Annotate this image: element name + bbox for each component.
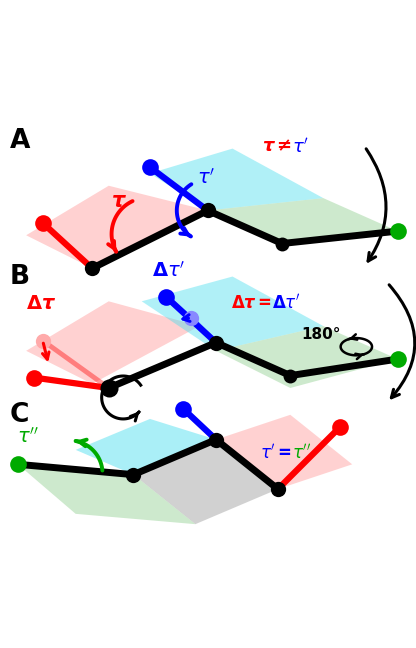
Polygon shape [216,415,352,489]
Polygon shape [76,419,216,474]
Text: C: C [10,402,29,428]
Polygon shape [150,148,323,211]
Text: $\boldsymbol{\tau''}$: $\boldsymbol{\tau''}$ [17,426,39,446]
Text: $\boldsymbol{\Delta\tau'}$: $\boldsymbol{\Delta\tau'}$ [152,260,185,281]
Polygon shape [216,326,398,388]
Polygon shape [142,277,323,351]
Polygon shape [134,439,278,524]
Text: $\boldsymbol{\tau \neq}$: $\boldsymbol{\tau \neq}$ [262,139,292,156]
Text: $\boldsymbol{\tau}$: $\boldsymbol{\tau}$ [111,191,127,211]
Text: $\boldsymbol{\Delta\tau =}$: $\boldsymbol{\Delta\tau =}$ [231,294,272,312]
Polygon shape [208,198,398,244]
Text: $\boldsymbol{\Delta\tau'}$: $\boldsymbol{\Delta\tau'}$ [272,294,300,313]
Text: A: A [10,128,30,154]
Text: $\boldsymbol{\tau'}$: $\boldsymbol{\tau'}$ [197,167,215,187]
Polygon shape [18,465,196,524]
Text: B: B [10,264,30,290]
Polygon shape [26,301,200,384]
Text: 180°: 180° [302,327,341,341]
Polygon shape [26,186,208,268]
Text: $\boldsymbol{\tau''}$: $\boldsymbol{\tau''}$ [292,443,312,462]
Text: $\boldsymbol{\tau' =}$: $\boldsymbol{\tau' =}$ [260,443,292,462]
Text: $\boldsymbol{\Delta\tau}$: $\boldsymbol{\Delta\tau}$ [25,294,56,313]
Text: $\boldsymbol{\tau'}$: $\boldsymbol{\tau'}$ [292,138,310,157]
